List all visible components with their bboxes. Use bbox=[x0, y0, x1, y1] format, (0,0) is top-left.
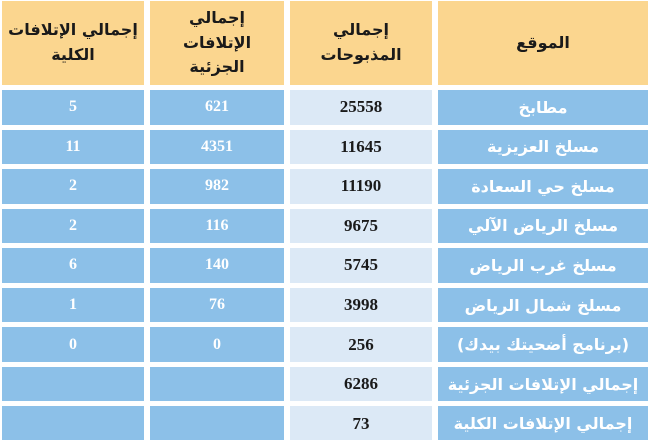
table-row: (برنامج أضحيتك بيدك) 256 0 0 bbox=[2, 327, 648, 362]
cell-total-damages: 1 bbox=[2, 287, 144, 323]
cell-partial-damages: 621 bbox=[150, 90, 284, 125]
column-header-location: الموقع bbox=[438, 1, 648, 85]
cell-partial-damages: 76 bbox=[150, 287, 284, 323]
cell-total-slaughtered: 11645 bbox=[290, 129, 432, 165]
cell-partial-damages: 140 bbox=[150, 248, 284, 283]
cell-location: مسلخ حي السعادة bbox=[438, 169, 648, 204]
cell-partial-damages bbox=[150, 406, 284, 440]
table-row: مسلخ العزيزية 11645 4351 11 bbox=[2, 129, 648, 165]
column-header-partial-damages: إجمالي الإتلافات الجزئية bbox=[150, 1, 284, 85]
table-row: مسلخ غرب الرياض 5745 140 6 bbox=[2, 248, 648, 283]
cell-location: إجمالي الإتلافات الكلية bbox=[438, 406, 648, 440]
cell-partial-damages: 116 bbox=[150, 208, 284, 244]
cell-total-slaughtered: 25558 bbox=[290, 90, 432, 125]
cell-total-slaughtered: 256 bbox=[290, 327, 432, 362]
cell-total-damages bbox=[2, 406, 144, 440]
header-row: الموقع إجمالي المذبوحات إجمالي الإتلافات… bbox=[2, 1, 648, 85]
column-header-total-damages: إجمالي الإتلافات الكلية bbox=[2, 1, 144, 85]
table-row: إجمالي الإتلافات الكلية 73 bbox=[2, 406, 648, 440]
cell-total-damages: 11 bbox=[2, 129, 144, 165]
cell-total-slaughtered: 9675 bbox=[290, 208, 432, 244]
cell-partial-damages: 982 bbox=[150, 169, 284, 204]
cell-total-damages: 2 bbox=[2, 208, 144, 244]
cell-total-damages: 6 bbox=[2, 248, 144, 283]
cell-location: (برنامج أضحيتك بيدك) bbox=[438, 327, 648, 362]
cell-partial-damages: 0 bbox=[150, 327, 284, 362]
table-body: مطابخ 25558 621 5 مسلخ العزيزية 11645 43… bbox=[2, 90, 648, 440]
column-header-total-slaughtered: إجمالي المذبوحات bbox=[290, 1, 432, 85]
cell-location: مسلخ شمال الرياض bbox=[438, 287, 648, 323]
cell-total-damages: 5 bbox=[2, 90, 144, 125]
cell-total-slaughtered: 73 bbox=[290, 406, 432, 440]
table-row: مسلخ شمال الرياض 3998 76 1 bbox=[2, 287, 648, 323]
cell-total-damages bbox=[2, 366, 144, 402]
cell-location: إجمالي الإتلافات الجزئية bbox=[438, 366, 648, 402]
cell-location: مطابخ bbox=[438, 90, 648, 125]
table-row: مسلخ الرياض الآلي 9675 116 2 bbox=[2, 208, 648, 244]
cell-total-slaughtered: 11190 bbox=[290, 169, 432, 204]
cell-total-damages: 0 bbox=[2, 327, 144, 362]
cell-total-slaughtered: 3998 bbox=[290, 287, 432, 323]
cell-partial-damages bbox=[150, 366, 284, 402]
table-row: مطابخ 25558 621 5 bbox=[2, 90, 648, 125]
cell-partial-damages: 4351 bbox=[150, 129, 284, 165]
table-row: مسلخ حي السعادة 11190 982 2 bbox=[2, 169, 648, 204]
cell-total-slaughtered: 5745 bbox=[290, 248, 432, 283]
cell-total-damages: 2 bbox=[2, 169, 144, 204]
cell-location: مسلخ العزيزية bbox=[438, 129, 648, 165]
cell-total-slaughtered: 6286 bbox=[290, 366, 432, 402]
cell-location: مسلخ غرب الرياض bbox=[438, 248, 648, 283]
cell-location: مسلخ الرياض الآلي bbox=[438, 208, 648, 244]
table-row: إجمالي الإتلافات الجزئية 6286 bbox=[2, 366, 648, 402]
